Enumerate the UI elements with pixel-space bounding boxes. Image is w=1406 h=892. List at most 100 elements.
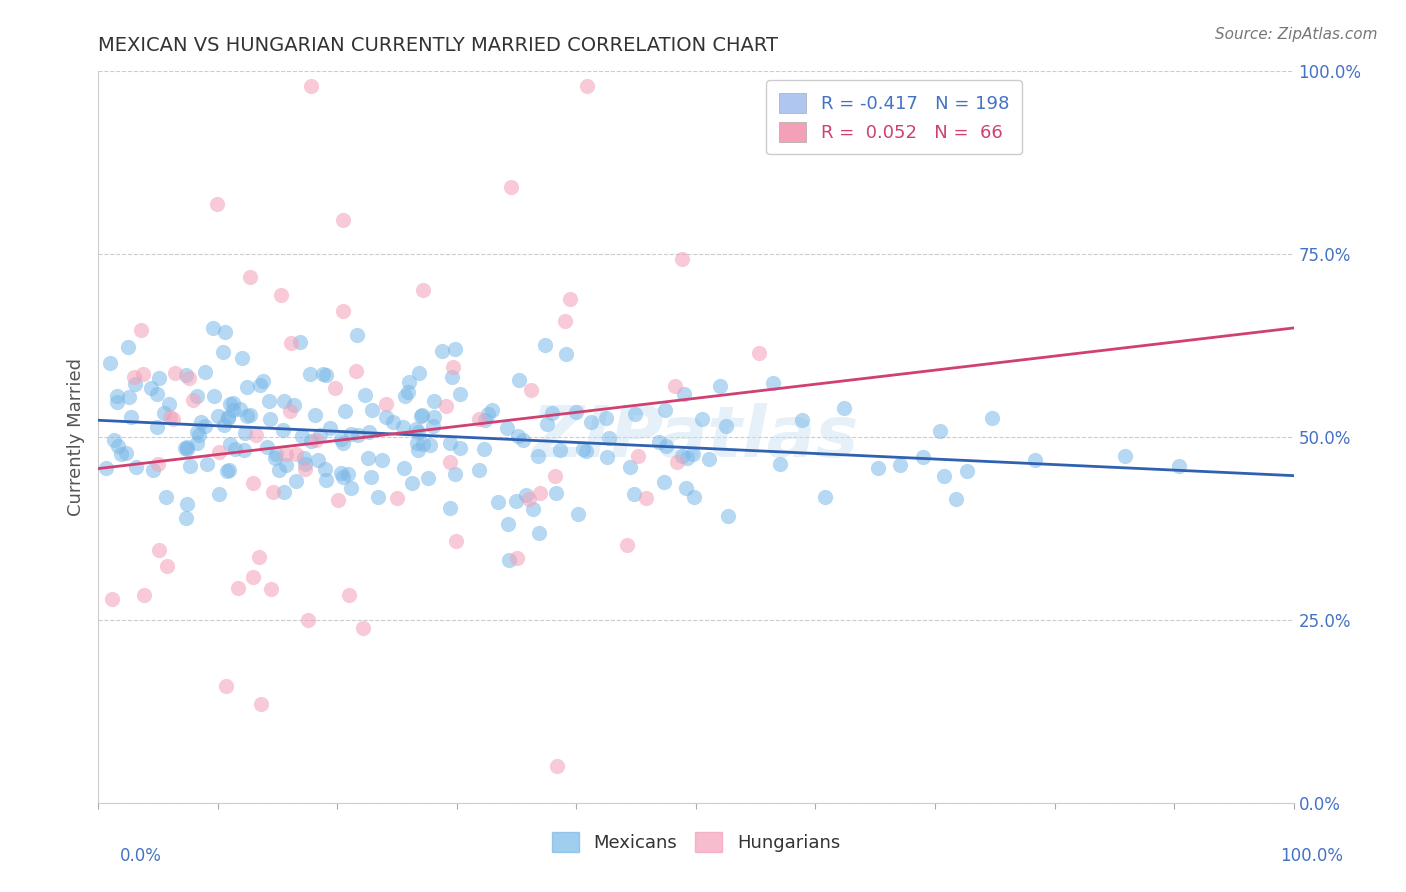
Point: [575, 443, 598, 458]
Point: [118, 390, 141, 404]
Point: [235, 409, 257, 424]
Point: [529, 486, 551, 500]
Point: [139, 381, 162, 395]
Point: [623, 408, 645, 422]
Point: [336, 467, 359, 481]
Point: [273, 394, 295, 409]
Point: [179, 459, 201, 474]
Point: [934, 468, 956, 483]
Point: [125, 460, 148, 475]
Point: [515, 488, 537, 502]
Point: [259, 411, 281, 425]
Point: [236, 380, 259, 394]
Point: [449, 442, 471, 456]
Point: [273, 485, 295, 500]
Point: [294, 462, 316, 476]
Point: [360, 403, 382, 417]
Point: [375, 410, 398, 425]
Point: [911, 450, 934, 465]
Point: [307, 453, 329, 467]
Point: [357, 425, 380, 439]
Point: [217, 410, 239, 425]
Point: [394, 389, 416, 403]
Point: [1114, 450, 1136, 464]
Point: [142, 463, 165, 477]
Point: [146, 457, 169, 471]
Point: [229, 402, 252, 417]
Point: [422, 418, 444, 433]
Point: [262, 485, 284, 500]
Point: [439, 435, 461, 450]
Point: [1167, 458, 1189, 473]
Point: [155, 490, 177, 504]
Point: [655, 438, 678, 452]
Point: [627, 449, 650, 463]
Point: [292, 451, 315, 466]
Point: [423, 409, 446, 424]
Point: [290, 335, 312, 350]
Point: [576, 78, 599, 93]
Point: [439, 500, 461, 515]
Point: [332, 436, 354, 450]
Point: [546, 486, 568, 500]
Point: [648, 434, 671, 449]
Point: [226, 582, 249, 596]
Point: [432, 344, 454, 359]
Point: [156, 558, 179, 573]
Point: [616, 538, 638, 552]
Point: [443, 342, 465, 356]
Point: [232, 443, 254, 458]
Point: [239, 269, 262, 284]
Point: [357, 451, 380, 466]
Point: [101, 592, 124, 607]
Point: [222, 402, 245, 417]
Point: [814, 490, 837, 504]
Point: [134, 588, 156, 602]
Point: [347, 428, 370, 442]
Point: [664, 379, 686, 393]
Point: [105, 394, 128, 409]
Point: [176, 440, 198, 454]
Point: [162, 412, 184, 426]
Point: [406, 435, 429, 450]
Point: [441, 360, 464, 375]
Point: [124, 377, 146, 392]
Point: [444, 533, 467, 548]
Point: [423, 394, 446, 409]
Point: [360, 470, 382, 484]
Point: [522, 502, 544, 516]
Point: [283, 398, 305, 412]
Point: [148, 371, 170, 385]
Point: [761, 376, 783, 391]
Point: [132, 367, 155, 381]
Point: [496, 517, 519, 532]
Point: [354, 388, 377, 402]
Point: [235, 426, 257, 441]
Point: [832, 401, 855, 415]
Point: [527, 526, 550, 541]
Point: [665, 455, 688, 469]
Point: [186, 435, 208, 450]
Point: [636, 491, 658, 505]
Point: [264, 447, 287, 461]
Point: [486, 494, 509, 508]
Point: [564, 405, 586, 419]
Point: [408, 366, 430, 380]
Point: [412, 437, 434, 451]
Point: [218, 437, 240, 451]
Point: [107, 439, 129, 453]
Point: [508, 373, 530, 387]
Point: [312, 367, 335, 381]
Point: [396, 385, 419, 400]
Point: [284, 474, 307, 488]
Point: [218, 463, 240, 477]
Point: [259, 582, 281, 596]
Point: [714, 419, 737, 434]
Point: [304, 408, 326, 422]
Point: [671, 252, 693, 266]
Point: [224, 442, 246, 456]
Point: [148, 542, 170, 557]
Point: [207, 409, 229, 424]
Point: [512, 434, 534, 448]
Point: [305, 434, 328, 448]
